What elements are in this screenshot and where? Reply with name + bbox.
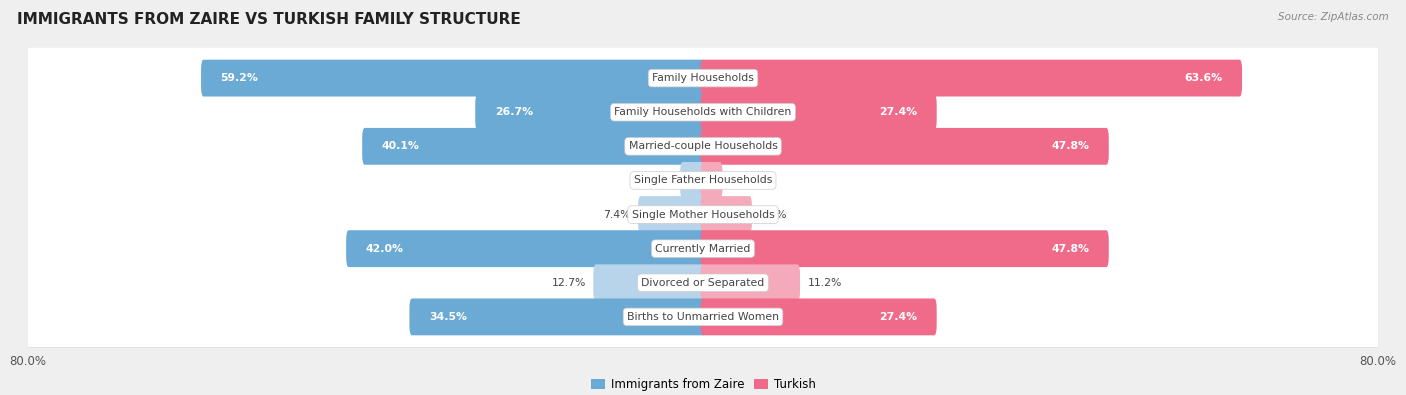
Text: Divorced or Separated: Divorced or Separated [641, 278, 765, 288]
Text: Single Father Households: Single Father Households [634, 175, 772, 185]
FancyBboxPatch shape [681, 162, 706, 199]
FancyBboxPatch shape [593, 264, 706, 301]
Text: 47.8%: 47.8% [1052, 141, 1090, 151]
FancyBboxPatch shape [24, 48, 1382, 109]
FancyBboxPatch shape [27, 186, 1385, 247]
FancyBboxPatch shape [27, 118, 1385, 179]
Text: Single Mother Households: Single Mother Households [631, 210, 775, 220]
FancyBboxPatch shape [24, 184, 1382, 245]
Text: 47.8%: 47.8% [1052, 244, 1090, 254]
Text: IMMIGRANTS FROM ZAIRE VS TURKISH FAMILY STRUCTURE: IMMIGRANTS FROM ZAIRE VS TURKISH FAMILY … [17, 12, 520, 27]
FancyBboxPatch shape [700, 94, 936, 131]
Text: 11.2%: 11.2% [807, 278, 842, 288]
FancyBboxPatch shape [201, 60, 706, 96]
Text: Married-couple Households: Married-couple Households [628, 141, 778, 151]
FancyBboxPatch shape [27, 152, 1385, 213]
FancyBboxPatch shape [24, 150, 1382, 211]
Text: 12.7%: 12.7% [551, 278, 586, 288]
Text: 27.4%: 27.4% [879, 312, 917, 322]
Text: 5.5%: 5.5% [759, 210, 787, 220]
FancyBboxPatch shape [24, 218, 1382, 279]
FancyBboxPatch shape [27, 220, 1385, 281]
Text: 26.7%: 26.7% [495, 107, 533, 117]
FancyBboxPatch shape [700, 196, 752, 233]
Text: 40.1%: 40.1% [381, 141, 419, 151]
FancyBboxPatch shape [700, 299, 936, 335]
FancyBboxPatch shape [27, 254, 1385, 315]
FancyBboxPatch shape [700, 60, 1241, 96]
Text: Source: ZipAtlas.com: Source: ZipAtlas.com [1278, 12, 1389, 22]
Text: 34.5%: 34.5% [429, 312, 467, 322]
Text: 63.6%: 63.6% [1184, 73, 1223, 83]
FancyBboxPatch shape [700, 264, 800, 301]
FancyBboxPatch shape [700, 128, 1109, 165]
Text: 59.2%: 59.2% [221, 73, 259, 83]
FancyBboxPatch shape [24, 252, 1382, 313]
FancyBboxPatch shape [700, 162, 723, 199]
FancyBboxPatch shape [24, 82, 1382, 143]
Legend: Immigrants from Zaire, Turkish: Immigrants from Zaire, Turkish [586, 373, 820, 395]
Text: Births to Unmarried Women: Births to Unmarried Women [627, 312, 779, 322]
FancyBboxPatch shape [700, 230, 1109, 267]
Text: Family Households with Children: Family Households with Children [614, 107, 792, 117]
Text: 27.4%: 27.4% [879, 107, 917, 117]
Text: 42.0%: 42.0% [366, 244, 404, 254]
FancyBboxPatch shape [638, 196, 706, 233]
Text: Family Households: Family Households [652, 73, 754, 83]
FancyBboxPatch shape [409, 299, 706, 335]
FancyBboxPatch shape [27, 84, 1385, 145]
FancyBboxPatch shape [24, 286, 1382, 347]
FancyBboxPatch shape [475, 94, 706, 131]
FancyBboxPatch shape [27, 50, 1385, 111]
FancyBboxPatch shape [346, 230, 706, 267]
Text: 2.0%: 2.0% [730, 175, 758, 185]
Text: 7.4%: 7.4% [603, 210, 630, 220]
FancyBboxPatch shape [24, 116, 1382, 177]
Text: Currently Married: Currently Married [655, 244, 751, 254]
FancyBboxPatch shape [27, 289, 1385, 349]
Text: 2.4%: 2.4% [645, 175, 672, 185]
FancyBboxPatch shape [363, 128, 706, 165]
